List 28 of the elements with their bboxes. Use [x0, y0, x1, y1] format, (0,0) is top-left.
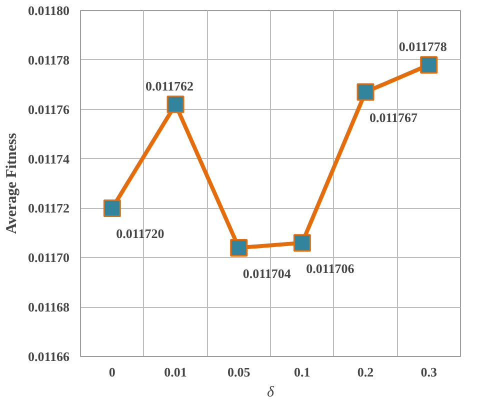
- point: [420, 56, 438, 74]
- y-tick-label: 0.01180: [28, 3, 70, 18]
- y-tick-label: 0.01172: [28, 200, 70, 216]
- x-tick-label: 0.01: [164, 364, 187, 380]
- point: [293, 234, 311, 252]
- y-tick-label: 0.01166: [28, 349, 70, 364]
- data-label: 0.011704: [242, 266, 292, 281]
- y-tick-label: 0.01168: [28, 300, 70, 315]
- y-axis-title: Average Fitness: [4, 132, 20, 234]
- point: [356, 83, 374, 101]
- x-tick-label: 0.2: [357, 364, 374, 380]
- x-tick-label: 0: [108, 364, 116, 380]
- data-label: 0.011762: [146, 78, 194, 94]
- x-tick-label: 0.05: [227, 364, 251, 380]
- y-tick-label: 0.01170: [28, 250, 70, 266]
- y-tick-label: 0.01174: [28, 151, 70, 166]
- y-tick-label: 0.01176: [28, 102, 70, 117]
- y-tick-label: 0.01178: [28, 52, 70, 68]
- point: [230, 239, 248, 257]
- x-axis-title: δ: [267, 384, 276, 400]
- data-label: 0.011778: [398, 38, 448, 54]
- data-label: 0.011767: [370, 110, 418, 126]
- data-label: 0.011706: [306, 260, 355, 276]
- point: [166, 96, 184, 114]
- data-label: 0.011720: [116, 226, 164, 242]
- point: [103, 199, 121, 217]
- x-tick-label: 0.3: [420, 364, 438, 380]
- x-tick-label: 0.1: [294, 364, 310, 380]
